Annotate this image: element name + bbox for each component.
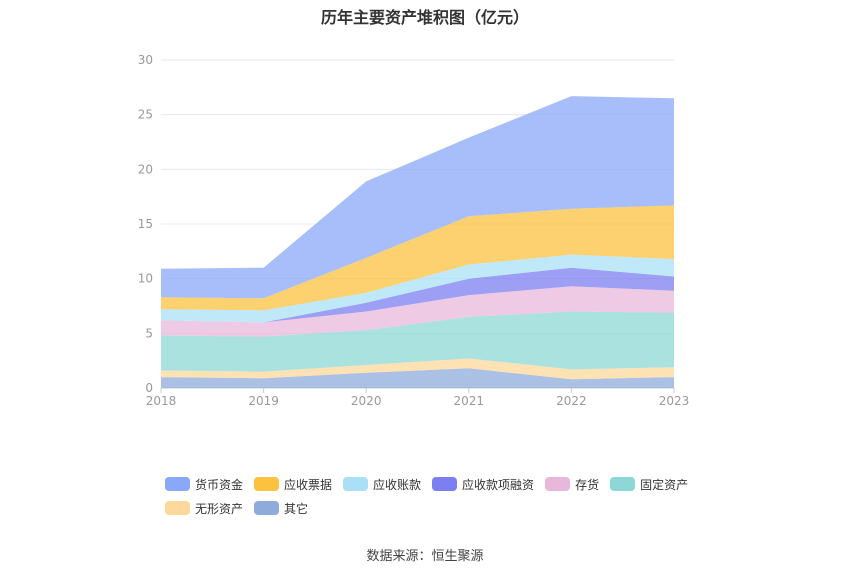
y-tick-label: 30 [138, 53, 153, 67]
legend-label: 无形资产 [195, 501, 244, 516]
legend-label: 固定资产 [640, 477, 689, 492]
y-tick-label: 25 [138, 108, 153, 122]
x-tick-label: 2022 [556, 394, 587, 408]
area-series [161, 205, 674, 311]
legend-swatch [254, 477, 280, 491]
legend-swatch [610, 477, 636, 491]
area-series [161, 358, 674, 380]
legend-label: 应收账款 [373, 477, 422, 492]
data-source: 数据来源：恒生聚源 [366, 549, 484, 564]
legend-label: 货币资金 [195, 477, 244, 492]
area-series [161, 368, 674, 388]
legend-item-fixed-assets[interactable]: 固定资产 [610, 476, 688, 493]
y-tick-label: 15 [138, 217, 153, 231]
legend-item-cash[interactable]: 货币资金 [165, 476, 243, 493]
legend-item-intangible-assets[interactable]: 无形资产 [165, 500, 243, 517]
area-series [161, 286, 674, 337]
y-tick-label: 0 [145, 381, 153, 395]
y-tick-label: 5 [145, 326, 153, 340]
legend-swatch [432, 477, 458, 491]
legend-swatch [165, 501, 190, 515]
area-series [161, 267, 674, 323]
legend-item-receivables-financing[interactable]: 应收款项融资 [432, 476, 534, 493]
x-tick-label: 2023 [659, 394, 690, 408]
legend-swatch [545, 477, 571, 491]
legend-row-2: 无形资产 其它 [165, 496, 725, 520]
legend-swatch [254, 501, 280, 515]
legend-label: 存货 [575, 477, 600, 492]
legend-label: 其它 [284, 501, 309, 516]
area-series [161, 254, 674, 323]
legend-row-1: 货币资金 应收票据 应收账款 应收款项融资 存货 固定资产 [165, 472, 725, 496]
legend-swatch [165, 477, 190, 491]
legend-item-notes-receivable[interactable]: 应收票据 [254, 476, 332, 493]
x-tick-label: 2021 [454, 394, 485, 408]
x-tick-label: 2019 [248, 394, 279, 408]
y-tick-label: 10 [138, 272, 153, 286]
legend: 货币资金 应收票据 应收账款 应收款项融资 存货 固定资产 无形资产 [165, 472, 725, 520]
x-tick-label: 2020 [351, 394, 382, 408]
area-series [161, 96, 674, 299]
legend-swatch [343, 477, 369, 491]
legend-item-other[interactable]: 其它 [254, 500, 308, 517]
legend-label: 应收款项融资 [462, 477, 535, 492]
chart-title: 历年主要资产堆积图（亿元） [320, 8, 529, 27]
x-tick-label: 2018 [146, 394, 177, 408]
area-series [161, 311, 674, 372]
legend-item-inventory[interactable]: 存货 [545, 476, 599, 493]
legend-item-accounts-receivable[interactable]: 应收账款 [343, 476, 421, 493]
legend-label: 应收票据 [284, 477, 333, 492]
y-tick-label: 20 [138, 162, 153, 176]
